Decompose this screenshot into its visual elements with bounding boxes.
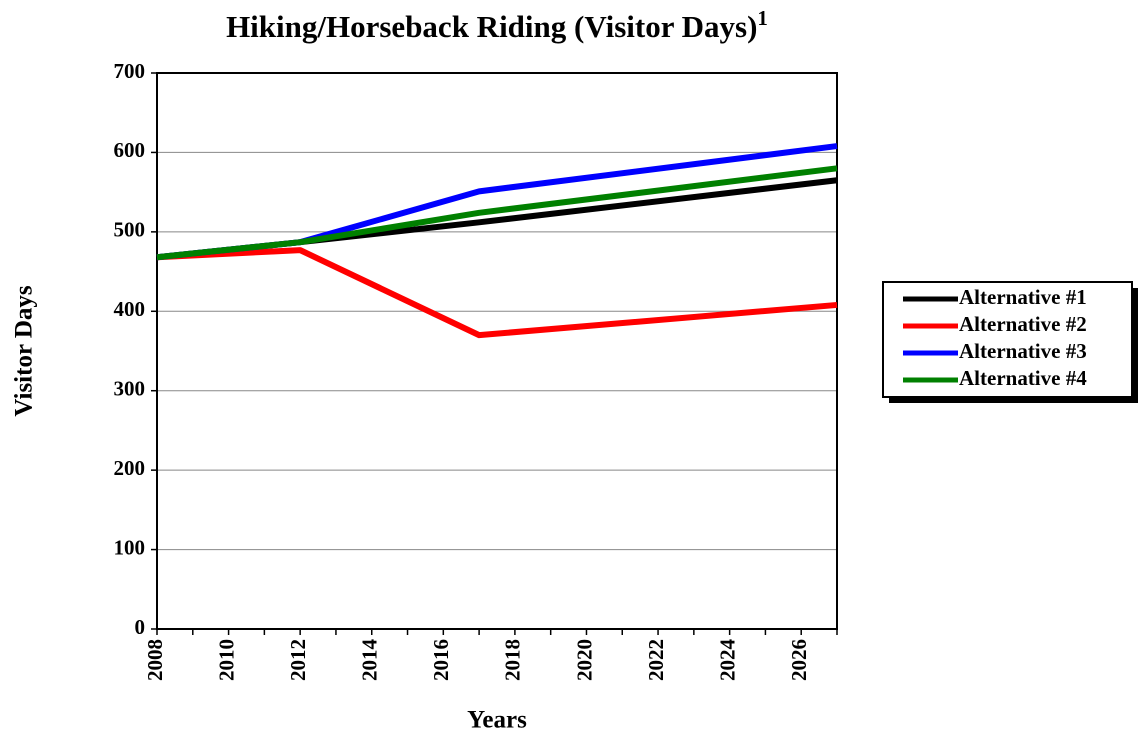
y-tick-label: 200 bbox=[114, 456, 146, 480]
y-tick-label: 0 bbox=[135, 615, 146, 639]
y-tick-label: 100 bbox=[114, 535, 146, 559]
x-tick-label: 2020 bbox=[572, 639, 596, 681]
series-line bbox=[156, 143, 838, 261]
title-text: Hiking/Horseback Riding (Visitor Days) bbox=[226, 9, 757, 44]
x-tick-label: 2010 bbox=[214, 639, 238, 681]
x-tick-label: 2026 bbox=[787, 639, 811, 681]
title-superscript: 1 bbox=[757, 6, 768, 30]
x-axis-label: Years bbox=[467, 707, 527, 734]
legend-label: Alternative #1 bbox=[959, 285, 1087, 309]
legend-label: Alternative #4 bbox=[959, 366, 1087, 390]
x-tick-label: 2012 bbox=[286, 639, 310, 681]
x-tick-label: 2024 bbox=[715, 639, 739, 682]
y-tick-label: 600 bbox=[114, 138, 146, 162]
plot-frame bbox=[156, 72, 838, 630]
x-tick-label: 2016 bbox=[429, 639, 453, 681]
y-tick-label: 300 bbox=[114, 377, 146, 401]
x-tick-label: 2014 bbox=[358, 639, 382, 682]
x-tick-label: 2018 bbox=[501, 639, 525, 681]
chart-title: Hiking/Horseback Riding (Visitor Days)1 bbox=[226, 6, 768, 44]
y-tick-label: 400 bbox=[114, 297, 146, 321]
y-tick-label: 500 bbox=[114, 218, 146, 242]
legend-label: Alternative #3 bbox=[959, 339, 1087, 363]
series-line bbox=[156, 165, 838, 261]
x-tick-label: 2022 bbox=[644, 639, 668, 681]
y-axis-label: Visitor Days bbox=[11, 285, 38, 417]
y-tick-label: 700 bbox=[114, 59, 146, 83]
legend-label: Alternative #2 bbox=[959, 312, 1087, 336]
x-tick-label: 2008 bbox=[143, 639, 167, 681]
series-line bbox=[156, 247, 838, 339]
